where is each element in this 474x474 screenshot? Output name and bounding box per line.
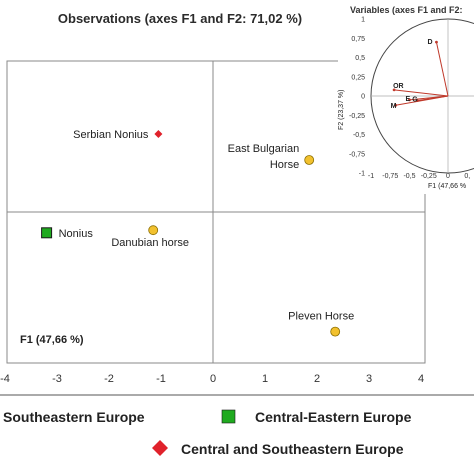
inset-x-tick-labels: -1 -0,75 -0,5 -0,25 0 0,	[368, 173, 470, 180]
inset-y-tick-label: -0,25	[349, 113, 365, 120]
inset-y-tick-label: -0,75	[349, 151, 365, 158]
vector-tip-m	[394, 103, 398, 107]
inset-x-tick-label: -1	[368, 173, 374, 180]
inset-x-tick-label: 0	[446, 173, 450, 180]
point-label-serbian-nonius: Serbian Nonius	[73, 129, 149, 141]
vector-tip-e	[408, 98, 411, 102]
point-label-danubian-horse: Danubian horse	[111, 237, 189, 249]
inset-title: Variables (axes F1 and F2:	[350, 5, 463, 15]
variable-label-m: M	[391, 103, 397, 110]
point-east-bulgarian-horse	[304, 155, 315, 165]
legend: Southeastern Europe Central-Eastern Euro…	[0, 394, 474, 457]
point-label-east-bulgarian-horse: East Bulgarian Horse	[228, 143, 300, 171]
inset-y-tick-label: 0	[361, 94, 365, 101]
main-plot-area: -4 -3 -2 -1 0 1 2 3 4 Serbian Nonius East Bulgari…	[0, 60, 426, 385]
variable-label-e: E	[406, 96, 411, 103]
main-x-tick-label: 3	[366, 373, 372, 385]
main-data-points	[41, 130, 341, 337]
inset-y-tick-label: -1	[359, 171, 365, 178]
main-x-tick-label: -1	[156, 373, 166, 385]
inset-background	[338, 0, 474, 194]
vector-tip-or	[392, 88, 396, 92]
vector-g	[417, 95, 449, 102]
point-serbian-nonius	[154, 130, 163, 138]
inset-y-tick-label: -0,5	[353, 132, 365, 139]
legend-marker-central-eastern	[221, 409, 236, 424]
legend-label-central-eastern: Central-Eastern Europe	[255, 409, 412, 425]
inset-y-axis-label: F2 (23,37 %)	[338, 90, 345, 130]
variable-label-d: D	[427, 39, 432, 46]
inset-y-tick-label: 0,5	[355, 55, 365, 62]
main-chart-title: Observations (axes F1 and F2: 71,02 %)	[58, 11, 302, 26]
inset-y-tick-labels: 1 0,75 0,5 0,25 0 -0,25 -0,5 -0,75 -1	[349, 17, 365, 178]
variables-inset-chart: Variables (axes F1 and F2: 1 0,75 0,5 0,25 0…	[338, 0, 474, 194]
point-danubian-horse	[148, 225, 159, 236]
main-x-tick-label: -4	[0, 373, 10, 385]
main-x-tick-label: -2	[104, 373, 114, 385]
inset-x-tick-label: 0,	[464, 173, 470, 180]
main-x-tick-label: 2	[314, 373, 320, 385]
main-x-tick-label: -3	[52, 373, 62, 385]
variable-vectors	[392, 40, 449, 107]
variable-labels: D OR M E G	[391, 39, 433, 110]
main-x-tick-label: 4	[418, 373, 424, 385]
legend-marker-central-southeastern	[152, 440, 168, 456]
legend-label-central-southeastern: Central and Southeastern Europe	[181, 441, 404, 457]
main-x-tick-label: 1	[262, 373, 268, 385]
main-x-axis-label: F1 (47,66 %)	[20, 334, 84, 346]
inset-x-tick-label: -0,25	[421, 173, 437, 180]
vector-tip-d	[435, 40, 438, 44]
inset-x-tick-label: -0,75	[382, 173, 398, 180]
point-label-pleven-horse: Pleven Horse	[288, 311, 354, 323]
inset-y-tick-label: 1	[361, 17, 365, 24]
point-nonius	[41, 227, 53, 239]
legend-label-southeastern: Southeastern Europe	[3, 409, 145, 425]
inset-y-tick-label: 0,25	[351, 74, 365, 81]
main-point-labels: Serbian Nonius East Bulgarian Horse Nonius D…	[59, 129, 355, 323]
vector-d	[435, 41, 449, 97]
main-x-tick-labels: -4 -3 -2 -1 0 1 2 3 4	[0, 373, 424, 385]
point-pleven-horse	[330, 326, 341, 337]
point-label-nonius: Nonius	[59, 228, 94, 240]
variable-label-or: OR	[393, 83, 404, 90]
vector-tip-g	[415, 99, 419, 103]
inset-x-axis-label: F1 (47,66 %	[428, 183, 466, 190]
main-x-tick-label: 0	[210, 373, 216, 385]
inset-x-tick-label: -0,5	[403, 173, 415, 180]
vector-or	[394, 89, 449, 97]
inset-y-tick-label: 0,75	[351, 36, 365, 43]
variable-label-g: G	[412, 97, 418, 104]
